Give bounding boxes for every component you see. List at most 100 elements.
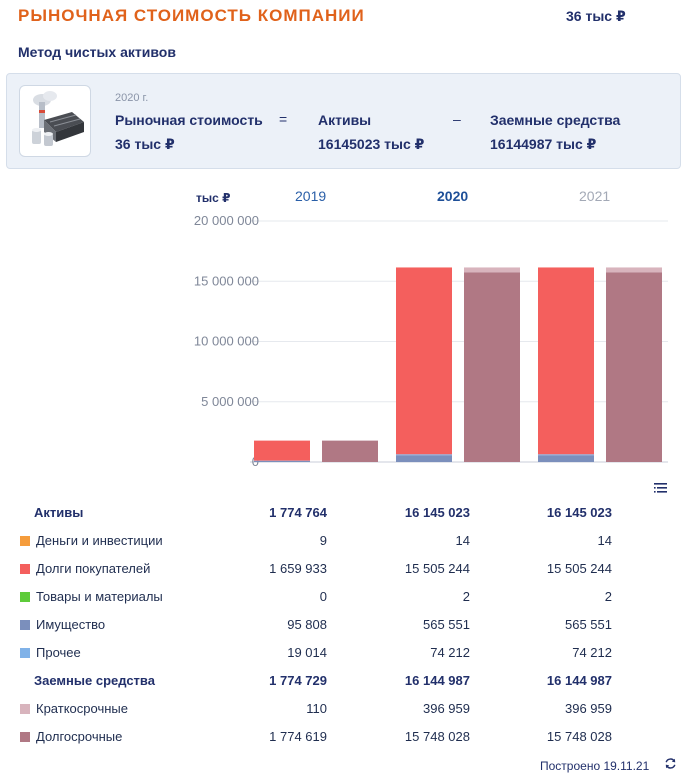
bar-assets-other-2021 bbox=[538, 454, 594, 456]
legend-swatch bbox=[20, 703, 30, 714]
legend-swatch bbox=[20, 563, 30, 574]
bar-assets-receivables-2019 bbox=[254, 440, 310, 461]
row-label-text: Активы bbox=[34, 504, 84, 520]
value-cell: 14 bbox=[455, 532, 470, 548]
y-axis-unit: тыс ₽ bbox=[196, 191, 231, 205]
value-cell: 74 212 bbox=[430, 644, 470, 660]
value-cell: 396 959 bbox=[423, 700, 470, 716]
bar-assets-property-2019 bbox=[254, 460, 310, 462]
debt-label: Заемные средства bbox=[490, 112, 621, 128]
row-label: Долгосрочные bbox=[0, 722, 220, 750]
y-tick-label: 20 000 000 bbox=[194, 213, 259, 228]
value-cell: 1 774 729 bbox=[269, 672, 327, 688]
value-cell: 19 014 bbox=[287, 644, 327, 660]
assets-amount: 16145023 тыс ₽ bbox=[318, 136, 425, 152]
row-label: Активы bbox=[0, 498, 220, 526]
table-total-row: Заемные средства 1 774 729 16 144 987 16 14… bbox=[0, 666, 612, 694]
method-title: Метод чистых активов bbox=[18, 44, 176, 60]
bar-assets-property-2021 bbox=[538, 455, 594, 462]
value-cell: 16 144 987 bbox=[404, 672, 470, 688]
row-label-text: Долги покупателей bbox=[36, 560, 151, 576]
formula-panel: 2020 г. Рыночная стоимость 36 тыс ₽ = Ак… bbox=[6, 73, 681, 169]
value-cell: 15 505 244 bbox=[546, 560, 612, 576]
row-label-text: Прочее bbox=[36, 644, 81, 660]
formula-year: 2020 г. bbox=[115, 92, 149, 104]
table-row: Краткосрочные 110 396 959 396 959 bbox=[0, 694, 612, 722]
row-label: Долги покупателей bbox=[0, 554, 220, 582]
row-label-text: Заемные средства bbox=[34, 672, 155, 688]
legend-swatch bbox=[20, 591, 30, 602]
value-cell: 16 145 023 bbox=[546, 504, 612, 520]
bar-assets-other-2020 bbox=[396, 454, 452, 456]
value-cell: 15 505 244 bbox=[404, 560, 470, 576]
market-value-amount: 36 тыс ₽ bbox=[115, 136, 175, 152]
bar-assets-property-2020 bbox=[396, 455, 452, 462]
table-row: Имущество 95 808 565 551 565 551 bbox=[0, 610, 612, 638]
row-label-text: Долгосрочные bbox=[36, 728, 123, 744]
debt-amount: 16144987 тыс ₽ bbox=[490, 136, 597, 152]
row-label-text: Имущество bbox=[36, 616, 106, 632]
value-cell: 15 748 028 bbox=[546, 728, 612, 744]
bar-debt-long_term-2020 bbox=[464, 272, 520, 462]
value-cell: 396 959 bbox=[565, 700, 612, 716]
value-cell: 2 bbox=[462, 588, 470, 604]
bar-debt-short_term-2021 bbox=[606, 267, 662, 273]
row-label: Прочее bbox=[0, 638, 220, 666]
legend-swatch bbox=[20, 731, 30, 742]
row-label: Заемные средства bbox=[0, 666, 220, 694]
row-label: Товары и материалы bbox=[0, 582, 220, 610]
bar-debt-long_term-2021 bbox=[606, 272, 662, 462]
row-label-text: Деньги и инвестиции bbox=[36, 532, 163, 548]
list-menu-icon[interactable] bbox=[654, 481, 668, 495]
table-total-row: Активы 1 774 764 16 145 023 16 145 023 bbox=[0, 498, 612, 526]
value-cell: 14 bbox=[597, 532, 612, 548]
value-cell: 16 144 987 bbox=[546, 672, 612, 688]
year-tab-2019[interactable]: 2019 bbox=[295, 188, 327, 204]
page-title: РЫНОЧНАЯ СТОИМОСТЬ КОМПАНИИ bbox=[18, 6, 365, 25]
value-cell: 0 bbox=[319, 588, 327, 604]
bar-assets-receivables-2020 bbox=[396, 267, 452, 455]
row-label: Краткосрочные bbox=[0, 694, 220, 722]
value-cell: 9 bbox=[319, 532, 327, 548]
year-tab-2021[interactable]: 2021 bbox=[579, 188, 611, 204]
value-cell: 16 145 023 bbox=[404, 504, 470, 520]
table-row: Долгосрочные 1 774 619 15 748 028 15 748 02… bbox=[0, 722, 612, 750]
equals-sign: = bbox=[279, 111, 288, 127]
value-cell: 2 bbox=[604, 588, 612, 604]
row-label: Деньги и инвестиции bbox=[0, 526, 220, 554]
table-row: Долги покупателей 1 659 933 15 505 244 15 5… bbox=[0, 554, 612, 582]
market-value-label: Рыночная стоимость bbox=[115, 112, 263, 128]
year-tab-2020[interactable]: 2020 bbox=[437, 188, 469, 204]
legend-swatch bbox=[20, 647, 30, 658]
table-row: Прочее 19 014 74 212 74 212 bbox=[0, 638, 612, 666]
legend-swatch bbox=[20, 535, 30, 546]
y-tick-label: 15 000 000 bbox=[194, 273, 259, 288]
assets-label: Активы bbox=[318, 112, 372, 128]
table-row: Товары и материалы 0 2 2 bbox=[0, 582, 612, 610]
balance-table: Активы 1 774 764 16 145 023 16 145 023 Деньг… bbox=[0, 498, 612, 750]
y-tick-label: 5 000 000 bbox=[201, 394, 259, 409]
bar-debt-long_term-2019 bbox=[322, 440, 378, 462]
y-tick-label: 10 000 000 bbox=[194, 334, 259, 349]
table-row: Деньги и инвестиции 9 14 14 bbox=[0, 526, 612, 554]
value-cell: 1 659 933 bbox=[269, 560, 327, 576]
bar-assets-receivables-2021 bbox=[538, 267, 594, 455]
value-cell: 110 bbox=[306, 700, 327, 716]
bar-debt-short_term-2020 bbox=[464, 267, 520, 273]
value-cell: 15 748 028 bbox=[404, 728, 470, 744]
value-cell: 74 212 bbox=[572, 644, 612, 660]
market-value-header: 36 тыс ₽ bbox=[566, 8, 626, 24]
factory-icon bbox=[19, 85, 91, 157]
row-label-text: Товары и материалы bbox=[36, 588, 163, 604]
row-label-text: Краткосрочные bbox=[36, 700, 128, 716]
built-date: Построено 19.11.21 bbox=[540, 759, 650, 773]
legend-swatch bbox=[20, 619, 30, 630]
value-cell: 95 808 bbox=[287, 616, 327, 632]
row-label: Имущество bbox=[0, 610, 220, 638]
value-cell: 1 774 764 bbox=[269, 504, 327, 520]
value-cell: 565 551 bbox=[423, 616, 470, 632]
value-cell: 565 551 bbox=[565, 616, 612, 632]
minus-sign: – bbox=[453, 111, 461, 127]
refresh-icon[interactable] bbox=[664, 757, 677, 770]
